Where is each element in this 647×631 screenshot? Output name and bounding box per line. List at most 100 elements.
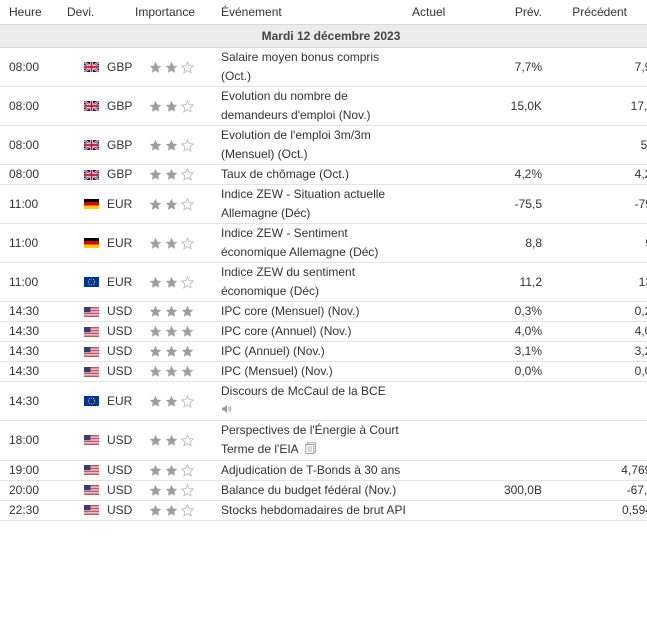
currency-cell: EUR [67,184,135,224]
importance-cell [135,262,221,302]
event-name[interactable]: Taux de chômage (Oct.) [221,167,350,181]
actual-value [406,361,482,382]
star-empty-icon [181,433,194,447]
economic-calendar-table: Heure Devi. Importance Événement Actuel … [0,0,647,521]
star-filled-icon [181,325,194,338]
speaker-icon[interactable] [221,401,232,420]
previous-value: -67,0B [542,480,647,501]
importance-stars [135,433,221,447]
event-name[interactable]: Salaire moyen bonus compris (Oct.) [221,50,380,83]
actual-value [406,47,482,87]
us-flag-icon [84,465,99,476]
actual-value [406,500,482,521]
importance-cell [135,184,221,224]
event-row[interactable]: 18:00 USD Perspectives de l'Énergie à Co… [0,420,647,461]
importance-cell [135,460,221,481]
actual-value [406,164,482,185]
star-empty-icon [181,463,194,477]
star-filled-icon [165,325,178,338]
event-row[interactable]: 14:30 EUR Discours de McCaul de la BCE [0,381,647,422]
event-name[interactable]: IPC (Mensuel) (Nov.) [221,364,333,378]
event-time: 08:00 [0,47,67,87]
star-filled-icon [181,345,194,358]
event-row[interactable]: 20:00 USD Balance du budget fédéral (Nov… [0,480,647,501]
event-name[interactable]: IPC core (Mensuel) (Nov.) [221,304,360,318]
forecast-value: 3,1% [482,341,542,362]
event-name[interactable]: IPC core (Annuel) (Nov.) [221,324,352,338]
col-forecast-header[interactable]: Prév. [482,0,542,25]
currency-code: GBP [107,167,133,181]
event-row[interactable]: 08:00 GBP Salaire moyen bonus compris (O… [0,47,647,87]
star-filled-icon [149,276,162,289]
star-filled-icon [149,464,162,477]
event-name[interactable]: Adjudication de T-Bonds à 30 ans [221,462,401,477]
col-time-header[interactable]: Heure [0,0,67,25]
forecast-value [482,381,542,422]
star-filled-icon [149,100,162,113]
col-currency-header[interactable]: Devi. [67,0,135,25]
star-filled-icon [165,198,178,211]
star-filled-icon [149,504,162,517]
event-row[interactable]: 08:00 GBP Taux de chômage (Oct.) 4,2% 4,… [0,164,647,185]
us-flag-icon [84,306,99,317]
event-row[interactable]: 14:30 USD IPC core (Annuel) (Nov.) 4,0% … [0,321,647,342]
event-row[interactable]: 11:00 EUR Indice ZEW - Sentiment économi… [0,223,647,263]
star-filled-icon [181,365,194,378]
importance-stars [135,275,221,289]
previous-value: 4,769% [542,460,647,481]
star-filled-icon [165,100,178,113]
event-row[interactable]: 22:30 USD Stocks hebdomadaires de brut A… [0,500,647,521]
event-name[interactable]: Stocks hebdomadaires de brut API [221,502,406,517]
previous-value: 4,2% [542,164,647,185]
event-row[interactable]: 14:30 USD IPC (Mensuel) (Nov.) 0,0% 0,0% [0,361,647,382]
event-row[interactable]: 14:30 USD IPC (Annuel) (Nov.) 3,1% 3,2% [0,341,647,362]
event-row[interactable]: 11:00 EUR Indice ZEW du sentiment économ… [0,262,647,302]
previous-value: 17,8K [542,86,647,126]
currency-code: EUR [107,196,133,211]
star-filled-icon [165,395,178,408]
forecast-value [482,125,542,165]
event-row[interactable]: 08:00 GBP Evolution de l'emploi 3m/3m (M… [0,125,647,165]
importance-cell [135,301,221,322]
event-name[interactable]: Indice ZEW du sentiment économique (Déc) [221,265,356,298]
currency-code: USD [107,364,133,378]
event-row[interactable]: 11:00 EUR Indice ZEW - Situation actuell… [0,184,647,224]
currency-code: EUR [107,235,133,250]
forecast-value [482,500,542,521]
previous-value: 3,2% [542,341,647,362]
event-name[interactable]: Indice ZEW - Situation actuelle Allemagn… [221,187,386,220]
event-row[interactable]: 19:00 USD Adjudication de T-Bonds à 30 a… [0,460,647,481]
previous-value: 13,8 [542,262,647,302]
col-actual-header[interactable]: Actuel [406,0,482,25]
star-filled-icon [165,484,178,497]
event-row[interactable]: 14:30 USD IPC core (Mensuel) (Nov.) 0,3%… [0,301,647,322]
us-flag-icon [84,505,99,516]
event-name[interactable]: Balance du budget fédéral (Nov.) [221,482,397,497]
event-row[interactable]: 08:00 GBP Evolution du nombre de demande… [0,86,647,126]
star-filled-icon [181,305,194,318]
importance-stars [135,325,221,338]
event-name[interactable]: Indice ZEW - Sentiment économique Allema… [221,226,379,259]
us-flag-icon [84,435,99,446]
event-name[interactable]: IPC (Annuel) (Nov.) [221,344,325,358]
currency-code: USD [107,432,133,447]
eu-flag-icon [84,277,99,287]
currency-cell: EUR [67,262,135,302]
forecast-value: 0,0% [482,361,542,382]
event-name[interactable]: Discours de McCaul de la BCE [221,384,386,398]
col-previous-header[interactable]: Précédent [542,0,647,25]
importance-cell [135,47,221,87]
forecast-value: 4,2% [482,164,542,185]
event-time: 08:00 [0,125,67,165]
event-name[interactable]: Perspectives de l'Énergie à Court Terme … [221,423,399,457]
col-event-header[interactable]: Événement [221,0,406,25]
star-empty-icon [181,168,194,181]
report-icon[interactable] [305,441,317,460]
col-importance-header[interactable]: Importance [135,0,221,25]
event-name[interactable]: Evolution de l'emploi 3m/3m (Mensuel) (O… [221,128,371,161]
previous-value [542,420,647,461]
event-name[interactable]: Evolution du nombre de demandeurs d'empl… [221,89,371,122]
previous-value: 4,0% [542,321,647,342]
actual-value [406,480,482,501]
germany-flag-icon [84,238,99,248]
